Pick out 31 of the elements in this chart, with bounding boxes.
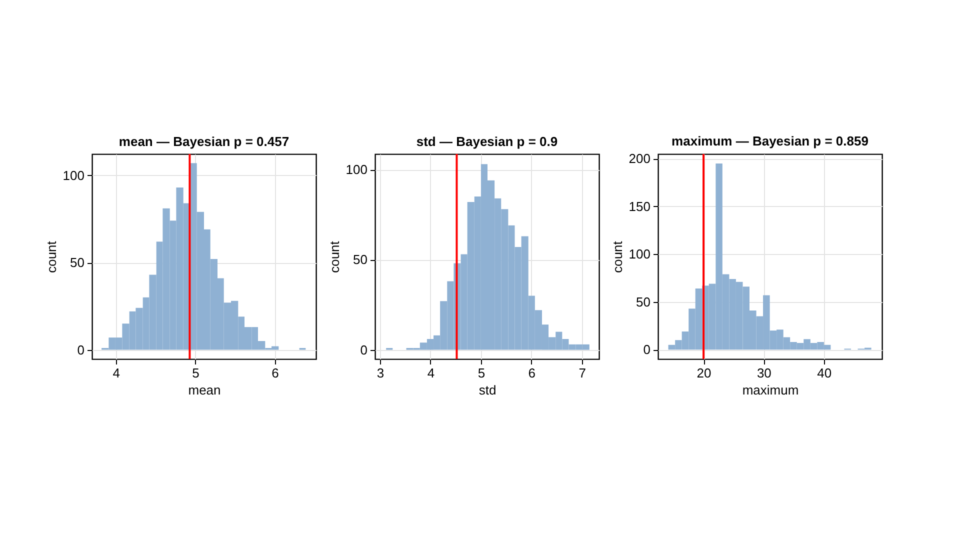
x-tick-label: 3 — [376, 366, 384, 380]
y-tick-label: 200 — [628, 151, 650, 166]
x-tick-label: 40 — [817, 366, 832, 380]
y-axis-title: count — [326, 240, 342, 273]
chart-title: std — Bayesian p = 0.9 — [416, 134, 558, 149]
y-tick-label: 100 — [62, 168, 84, 183]
x-tick-label: 5 — [478, 366, 486, 380]
y-axis-title: count — [44, 240, 59, 273]
x-axis-title: maximum — [742, 382, 799, 398]
x-axis-title: mean — [188, 382, 221, 398]
y-tick-label: 50 — [636, 294, 650, 310]
y-tick-label: 100 — [628, 246, 650, 262]
y-tick-label: 0 — [643, 342, 650, 358]
y-tick-label: 100 — [346, 162, 368, 178]
chart-title: mean — Bayesian p = 0.457 — [118, 134, 290, 149]
y-axis-title: count — [610, 240, 625, 273]
x-axis-title: std — [478, 382, 496, 398]
x-tick-label: 20 — [696, 366, 712, 380]
y-tick-label: 0 — [77, 342, 84, 358]
x-tick-label: 6 — [528, 366, 536, 380]
chart-title: maximum — Bayesian p = 0.859 — [672, 134, 868, 149]
y-tick-label: 0 — [360, 342, 368, 358]
y-tick-label: 50 — [70, 255, 84, 270]
x-tick-label: 30 — [756, 366, 772, 380]
y-tick-label: 150 — [628, 198, 650, 214]
x-tick-label: 6 — [272, 366, 279, 380]
y-tick-label: 50 — [353, 252, 368, 268]
x-tick-label: 4 — [427, 366, 435, 380]
x-tick-label: 5 — [192, 366, 200, 380]
x-tick-label: 4 — [112, 366, 120, 380]
x-tick-label: 7 — [578, 366, 586, 380]
